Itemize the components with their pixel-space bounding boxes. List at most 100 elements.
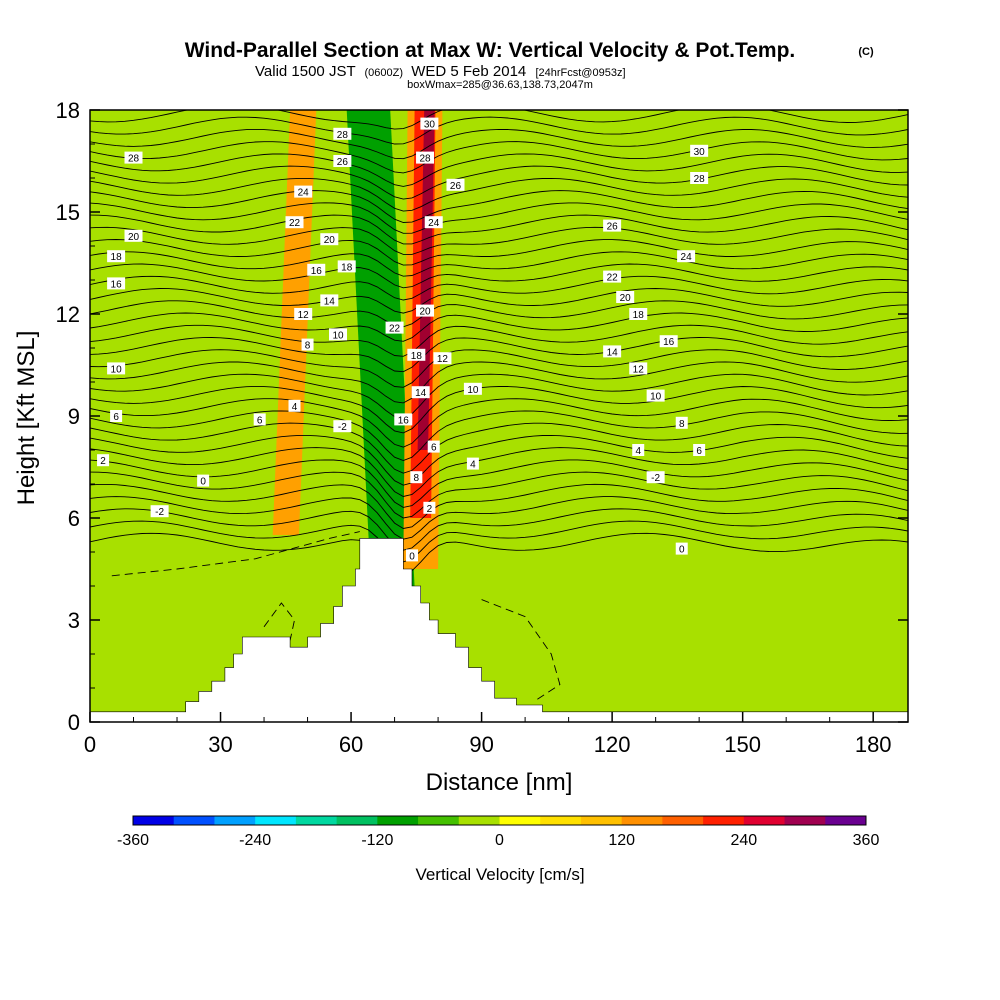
subtitle-valid: Valid 1500 JST (0600Z) WED 5 Feb 2014 [2…	[255, 63, 626, 80]
theta-label: 20	[320, 233, 339, 246]
colorbar-swatch	[295, 816, 338, 825]
theta-label-bg	[405, 549, 418, 562]
theta-label: 24	[294, 185, 313, 199]
theta-contour-line	[90, 496, 908, 540]
theta-label: 8	[675, 416, 688, 430]
colorbar-frame	[132, 815, 867, 826]
theta-label-bg	[603, 270, 622, 283]
theta-label: 20	[416, 304, 435, 318]
theta-label-bg	[197, 474, 210, 487]
theta-contour-line	[90, 165, 908, 200]
theta-label-bg	[107, 277, 126, 290]
subtitle-date: WED 5 Feb 2014	[411, 63, 526, 80]
theta-label-text: 4	[470, 460, 476, 471]
subtitle-valid-time: Valid 1500 JST	[255, 63, 355, 80]
y-tick-label: 18	[56, 98, 80, 123]
theta-contour-line	[90, 422, 908, 474]
theta-label: 18	[629, 308, 648, 321]
theta-label: 6	[110, 410, 123, 423]
colorbar-swatch	[662, 816, 704, 825]
theta-label-bg	[124, 229, 143, 242]
velocity-field	[272, 110, 443, 620]
theta-label-bg	[333, 420, 352, 433]
theta-label-text: 24	[298, 188, 310, 199]
theta-label-bg	[424, 216, 443, 229]
theta-label-text: 14	[607, 347, 619, 358]
theta-label-text: 28	[337, 130, 349, 141]
theta-label-bg	[693, 444, 706, 456]
theta-label: 0	[405, 549, 418, 562]
theta-label-text: 8	[305, 341, 311, 352]
theta-label: 28	[124, 151, 143, 165]
theta-label: 14	[603, 345, 622, 358]
theta-label: 16	[107, 277, 126, 290]
colorbar-swatch	[825, 816, 867, 825]
theta-label-text: 0	[200, 477, 206, 488]
theta-label-bg	[333, 127, 352, 140]
theta-contour-line	[90, 520, 908, 563]
theta-label-bg	[416, 304, 435, 317]
theta-label: 6	[427, 440, 440, 454]
theta-label: 4	[466, 457, 479, 471]
theta-contour-line	[90, 385, 908, 434]
theta-label-text: -2	[338, 422, 347, 433]
theta-label-bg	[307, 263, 326, 276]
theta-label-bg	[301, 338, 314, 351]
theta-label: 20	[124, 229, 143, 243]
theta-label: 12	[294, 308, 313, 321]
theta-label-bg	[337, 260, 356, 273]
theta-label-text: 2	[100, 456, 106, 467]
theta-label-bg	[427, 440, 440, 453]
theta-contour-line	[90, 312, 908, 342]
colorbar-swatch	[377, 816, 419, 825]
theta-label: 22	[385, 321, 404, 335]
theta-label: 8	[301, 338, 314, 352]
theta-label-text: 16	[398, 415, 410, 426]
theta-label: 18	[107, 250, 126, 263]
theta-label-text: 20	[128, 232, 140, 243]
theta-dashed-contour	[481, 599, 561, 702]
theta-label-bg	[632, 444, 645, 456]
theta-label-text: 22	[389, 324, 401, 335]
copyright-mark: (C)	[858, 46, 874, 58]
theta-label-text: 26	[607, 222, 619, 233]
theta-label: 18	[337, 260, 356, 273]
plot-background	[90, 110, 908, 722]
theta-label-text: 12	[437, 354, 449, 365]
theta-label: 10	[463, 382, 482, 396]
theta-label-bg	[690, 172, 709, 184]
theta-label-text: 20	[419, 307, 431, 318]
theta-contours	[90, 110, 908, 702]
theta-contour-line	[90, 263, 908, 289]
x-tick-label: 90	[469, 732, 493, 757]
theta-label-bg	[675, 542, 688, 555]
theta-label: 0	[675, 542, 688, 556]
theta-label: 26	[603, 219, 622, 233]
theta-label-text: 26	[337, 157, 349, 168]
y-tick-label: 3	[68, 608, 80, 633]
theta-label-bg	[411, 386, 430, 399]
theta-label-bg	[285, 216, 304, 229]
theta-label-bg	[320, 233, 339, 246]
theta-label-text: 30	[694, 147, 706, 158]
theta-contour-line	[90, 337, 908, 373]
theta-label: 2	[97, 454, 110, 467]
theta-label-bg	[603, 345, 622, 358]
y-tick-label: 6	[68, 506, 80, 531]
theta-label-bg	[294, 185, 313, 198]
theta-label-text: 4	[292, 402, 298, 413]
theta-contour-line	[90, 373, 908, 419]
colorbar-swatch	[214, 816, 256, 825]
box-wmax-line: boxWmax=285@36.63,138.73,2047m	[407, 79, 593, 91]
theta-label-text: 10	[650, 392, 662, 403]
chart-title: Wind-Parallel Section at Max W: Vertical…	[185, 39, 796, 62]
theta-label-text: 26	[450, 181, 462, 192]
theta-label-text: 6	[113, 412, 119, 423]
theta-label-bg	[629, 362, 648, 375]
x-tick-label: 120	[594, 732, 631, 757]
theta-contour-line	[90, 128, 908, 160]
theta-label-text: 22	[289, 218, 301, 229]
theta-label: 16	[659, 335, 678, 348]
theta-label-text: 22	[607, 273, 619, 284]
